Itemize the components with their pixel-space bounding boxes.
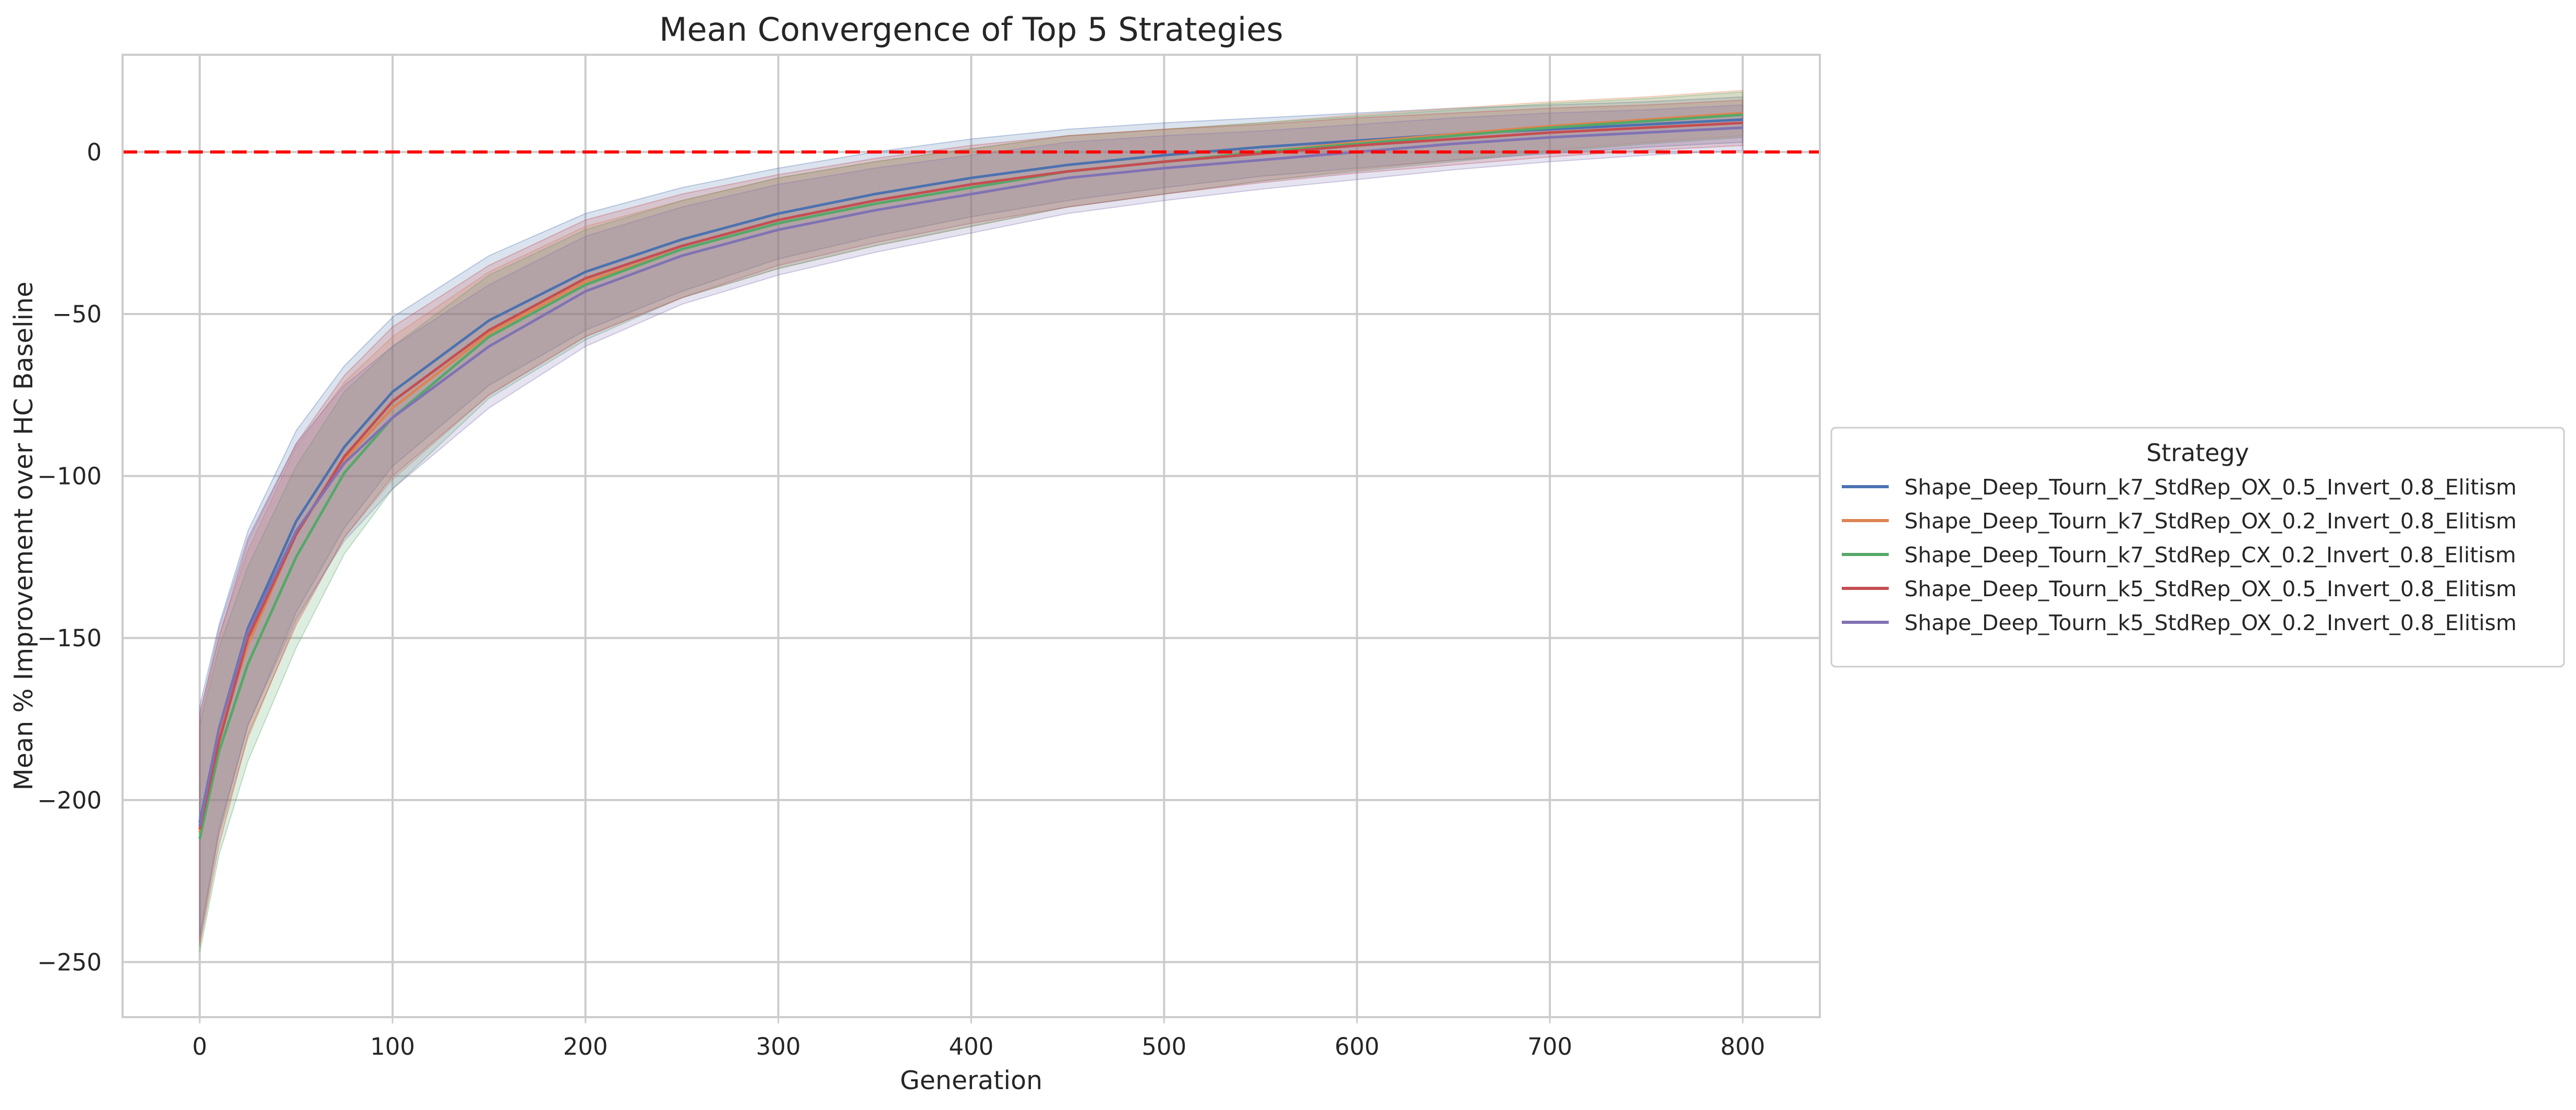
x-tick-labels: 0 100 200 300 400 500 600 700 800 — [192, 1017, 1765, 1060]
series-line-5 — [198, 126, 1743, 826]
x-axis-title: Generation — [900, 1066, 1042, 1095]
x-tick-label: 0 — [192, 1033, 208, 1060]
confidence-band-2 — [199, 90, 1743, 943]
series-lines — [198, 112, 1743, 839]
y-tick-label: −50 — [52, 300, 102, 328]
confidence-bands — [199, 90, 1743, 952]
y-tick-label: 0 — [87, 138, 102, 166]
y-axis-title: Mean % Improvement over HC Baseline — [9, 282, 39, 791]
legend: Strategy Shape_Deep_Tourn_k7_StdRep_OX_0… — [1830, 427, 2565, 668]
y-tick-label: −150 — [37, 624, 102, 652]
x-tick-label: 200 — [563, 1033, 608, 1060]
grid — [123, 55, 1820, 1017]
y-tick-labels: −250 −200 −150 −100 −50 0 — [37, 138, 102, 976]
x-tick-label: 700 — [1527, 1033, 1572, 1060]
x-tick-label: 100 — [370, 1033, 415, 1060]
legend-label-1: Shape_Deep_Tourn_k7_StdRep_OX_0.5_Invert… — [1904, 475, 2517, 500]
x-tick-label: 500 — [1141, 1033, 1186, 1060]
series-line-3 — [198, 113, 1743, 839]
confidence-band-1 — [199, 96, 1743, 940]
x-tick-label: 600 — [1334, 1033, 1379, 1060]
x-tick-label: 300 — [756, 1033, 801, 1060]
y-tick-label: −250 — [37, 948, 102, 976]
x-tick-label: 800 — [1720, 1033, 1765, 1060]
legend-title: Strategy — [2146, 439, 2249, 467]
legend-label-5: Shape_Deep_Tourn_k5_StdRep_OX_0.2_Invert… — [1904, 610, 2517, 635]
legend-label-4: Shape_Deep_Tourn_k5_StdRep_OX_0.5_Invert… — [1904, 576, 2517, 601]
confidence-band-4 — [199, 99, 1743, 946]
chart-title: Mean Convergence of Top 5 Strategies — [659, 10, 1283, 49]
y-tick-label: −200 — [37, 787, 102, 814]
confidence-band-5 — [199, 104, 1743, 936]
legend-items: Shape_Deep_Tourn_k7_StdRep_OX_0.5_Invert… — [1842, 475, 2517, 635]
legend-label-3: Shape_Deep_Tourn_k7_StdRep_CX_0.2_Invert… — [1904, 542, 2516, 568]
legend-label-2: Shape_Deep_Tourn_k7_StdRep_OX_0.2_Invert… — [1904, 509, 2517, 534]
legend-box — [1830, 427, 2565, 668]
x-tick-label: 400 — [949, 1033, 994, 1060]
y-tick-label: −100 — [37, 463, 102, 490]
confidence-band-3 — [199, 91, 1743, 952]
